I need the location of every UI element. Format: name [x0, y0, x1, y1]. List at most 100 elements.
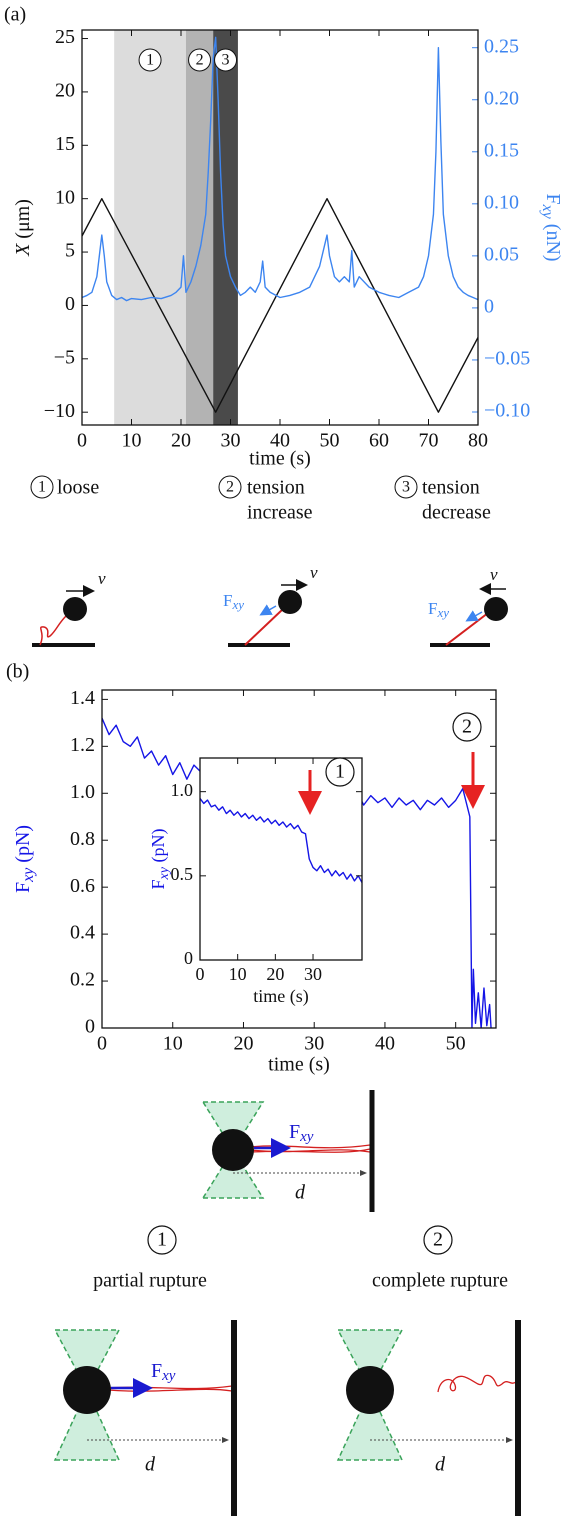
y-tick-label: 0 [184, 948, 193, 968]
marker-label: 1 [335, 761, 345, 783]
x-tick-label: 0 [196, 964, 205, 984]
axis-label: Fxy (pN) [12, 825, 37, 893]
data-line [82, 197, 478, 413]
phase-region [185, 30, 214, 425]
tether [249, 1144, 371, 1153]
distance-label: d [295, 1182, 306, 1204]
y-tick-label: 1.0 [171, 780, 194, 800]
state-number-circle [30, 475, 54, 499]
y-tick-label: 10 [55, 186, 75, 208]
x-tick-label: 70 [419, 430, 439, 452]
y-tick-label: 0.4 [70, 922, 95, 944]
x-tick-label: 60 [369, 430, 389, 452]
x-tick-label: 30 [221, 430, 241, 452]
data-line [200, 797, 362, 883]
force-subscript: xy [231, 597, 244, 612]
y-tick-label: 0.6 [70, 875, 95, 897]
x-axis-label: time (s) [268, 1054, 330, 1076]
bead [63, 1366, 111, 1414]
y-tick-label: 0.2 [70, 969, 95, 991]
rupture-markers: 2 1 [298, 712, 485, 815]
phase-region [213, 30, 238, 425]
x-tick-label: 40 [375, 1033, 395, 1055]
y2-tick-label: 0.15 [484, 139, 519, 161]
diagram-b: Fxy d 1 2 partial rupture complete ruptu… [53, 1090, 521, 1516]
data-line [82, 36, 478, 302]
plot-frame [199, 757, 363, 961]
region-number-circle [138, 48, 162, 72]
bead [212, 1129, 254, 1171]
y-tick-label: 15 [55, 133, 75, 155]
y2-tick-label: −0.10 [484, 400, 530, 422]
axis-label-unit: (pN) [148, 829, 169, 868]
force-arrow [259, 604, 277, 616]
bead [63, 597, 87, 621]
marker-circle [325, 757, 355, 787]
x-tick-label: 40 [270, 430, 290, 452]
x-axis-label: time (s) [249, 448, 311, 470]
state-label: decrease [422, 502, 491, 524]
phase-region [114, 30, 186, 425]
x-tick-label: 50 [446, 1033, 466, 1055]
inset-background [200, 758, 362, 960]
bead [484, 597, 508, 621]
y-tick-label: 1.0 [70, 781, 95, 803]
axis-label: X (μm) [12, 199, 34, 257]
state-number: 2 [226, 479, 234, 496]
force-label: Fxy [223, 591, 244, 612]
region-number: 3 [222, 52, 230, 69]
charts: 1 2 30 10 20 30 40 50 60 70 80−10−50510152025−0.10… [4, 4, 564, 1076]
tether [39, 615, 67, 646]
y-tick-label: 0.8 [70, 828, 95, 850]
y2-tick-label: 0 [484, 295, 494, 317]
axis-label-unit: (μm) [12, 199, 34, 244]
x-tick-label: 10 [229, 964, 247, 984]
panel-label: (a) [4, 4, 26, 26]
axis-label-unit: (pN) [12, 825, 34, 868]
force-symbol: F [151, 1360, 162, 1382]
y-tick-label: 25 [55, 26, 75, 48]
tether [244, 608, 284, 646]
force-arrow [465, 610, 483, 622]
plot-frame [101, 689, 497, 1029]
velocity-label: v [98, 569, 106, 588]
velocity-label: v [310, 563, 318, 582]
x-tick-label: 0 [77, 430, 87, 452]
force-symbol: F [289, 1121, 300, 1143]
x-tick-label: 30 [304, 1033, 324, 1055]
y2-tick-label: 0.20 [484, 87, 519, 109]
marker-circle [452, 712, 482, 742]
distance-label: d [145, 1454, 156, 1476]
tether [445, 612, 489, 646]
x-tick-label: 20 [233, 1033, 253, 1055]
x-tick-label: 10 [163, 1033, 183, 1055]
velocity-label: v [490, 565, 498, 584]
force-subscript: xy [299, 1129, 314, 1145]
y2-tick-label: 0.05 [484, 243, 519, 265]
region-number: 2 [196, 52, 204, 69]
y2-tick-label: 0.25 [484, 35, 519, 57]
state-number: 2 [433, 1229, 443, 1251]
y-tick-label: 0 [65, 293, 75, 315]
state-number-circle [147, 1225, 177, 1255]
state-label: tension [247, 477, 305, 499]
region-number-circle [188, 48, 212, 72]
x-tick-label: 50 [320, 430, 340, 452]
region-number: 1 [146, 52, 154, 69]
state-label: complete rupture [372, 1270, 508, 1292]
x-tick-label: 20 [266, 964, 284, 984]
y-tick-label: 5 [65, 240, 75, 262]
state-label: increase [247, 502, 313, 524]
x-tick-label: 80 [468, 430, 488, 452]
plot-frame [81, 29, 479, 426]
axis-label-subscript: xy [539, 204, 556, 220]
x-tick-label: 10 [122, 430, 142, 452]
marker-label: 2 [462, 716, 472, 738]
state-number-circle [218, 475, 242, 499]
axis-label-symbol: X [12, 243, 34, 257]
state-number: 1 [38, 479, 46, 496]
diagram-a: 1 loose 2 tension increase 3 tension dec… [30, 475, 508, 647]
y-tick-label: 0 [85, 1016, 95, 1038]
x-tick-label: 30 [304, 964, 322, 984]
state-number-circle [394, 475, 418, 499]
